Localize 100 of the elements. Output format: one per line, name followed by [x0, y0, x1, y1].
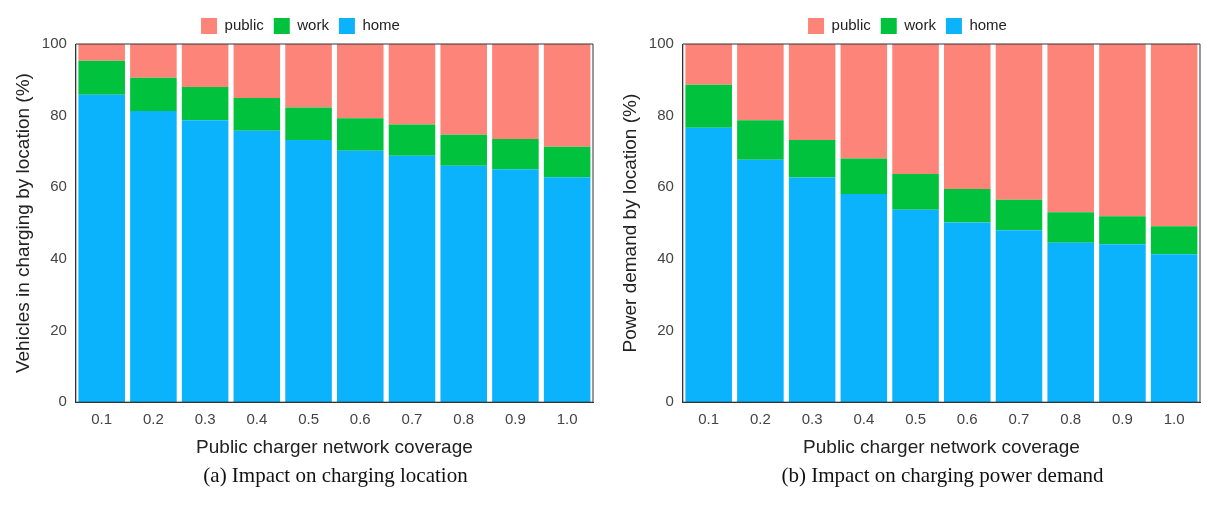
bar	[1047, 242, 1094, 403]
bar	[78, 94, 125, 403]
bar	[181, 86, 229, 121]
bar	[840, 194, 888, 403]
bar	[285, 44, 332, 108]
bar	[788, 140, 836, 178]
bar	[337, 44, 384, 119]
x-tick-label: 0.5	[298, 410, 319, 428]
y-tick-label: 80	[657, 105, 674, 123]
legend-label: public	[831, 16, 872, 34]
bar	[1099, 244, 1146, 403]
text: (b) Impact on charging power demand	[780, 463, 1105, 488]
bar	[1150, 226, 1198, 255]
bar	[233, 44, 281, 99]
x-axis-title: Public charger network coverage	[196, 435, 473, 457]
bar	[78, 60, 125, 95]
bar	[543, 146, 591, 178]
y-tick-label: 80	[50, 105, 67, 123]
bar	[181, 44, 229, 87]
x-tick-label: 0.6	[956, 410, 978, 428]
x-axis-title: Public charger network coverage	[803, 435, 1080, 457]
bar	[737, 159, 784, 403]
y-tick-label: 0	[665, 392, 674, 410]
y-axis-title: Power demand by location (%)	[618, 93, 640, 353]
bar	[440, 44, 487, 135]
bar	[840, 44, 888, 159]
bar	[892, 174, 939, 210]
x-tick-label: 0.8	[1060, 410, 1082, 428]
bar	[944, 44, 991, 190]
y-tick-label: 20	[657, 320, 674, 338]
bar	[1099, 216, 1146, 245]
y-axis-title: Vehicles in charging by location (%)	[11, 73, 33, 374]
bar	[892, 44, 939, 175]
y-tick-label: 100	[41, 34, 67, 52]
bar	[995, 199, 1043, 231]
bar	[788, 177, 836, 403]
y-tick-label: 0	[58, 392, 67, 410]
y-tick-label: 40	[657, 249, 674, 267]
x-tick-label: 0.2	[142, 410, 164, 428]
bar	[285, 107, 332, 140]
x-tick-label: 0.4	[853, 410, 875, 428]
bar	[944, 189, 991, 223]
y-tick-label: 60	[657, 177, 674, 195]
bar	[840, 158, 888, 195]
bar	[995, 230, 1043, 403]
x-tick-label: 0.1	[698, 410, 720, 428]
bar	[492, 169, 539, 403]
bar	[1099, 44, 1146, 217]
x-tick-label: 1.0	[556, 410, 578, 428]
bar	[685, 44, 732, 85]
bar	[543, 44, 591, 147]
x-tick-label: 0.2	[749, 410, 771, 428]
x-tick-label: 0.7	[1008, 410, 1030, 428]
bar	[130, 44, 177, 78]
bar	[1150, 44, 1198, 227]
bar	[78, 44, 125, 61]
bar	[388, 124, 436, 156]
bar	[492, 44, 539, 139]
bar	[685, 84, 732, 128]
x-tick-label: 0.8	[453, 410, 475, 428]
text: (a) Impact on charging location	[202, 463, 469, 488]
y-tick-label: 60	[50, 177, 67, 195]
bar	[1150, 254, 1198, 403]
bar	[944, 222, 991, 403]
bar	[440, 134, 487, 166]
x-tick-label: 0.3	[194, 410, 216, 428]
bar	[130, 110, 177, 403]
x-tick-label: 1.0	[1163, 410, 1185, 428]
bar	[388, 155, 436, 403]
legend-label: home	[362, 16, 400, 34]
y-tick-label: 100	[648, 34, 674, 52]
bar	[130, 77, 177, 111]
bar	[1047, 44, 1094, 213]
y-tick-label: 20	[50, 320, 67, 338]
legend-label: work	[296, 16, 330, 34]
bar	[337, 150, 384, 403]
legend-label: work	[903, 16, 937, 34]
x-tick-label: 0.4	[246, 410, 268, 428]
x-tick-label: 0.3	[801, 410, 823, 428]
bar	[543, 177, 591, 403]
bar	[388, 44, 436, 125]
x-tick-label: 0.1	[91, 410, 113, 428]
x-tick-label: 0.6	[349, 410, 371, 428]
x-tick-label: 0.9	[504, 410, 526, 428]
bar	[233, 98, 281, 131]
bar	[337, 118, 384, 151]
x-tick-label: 0.7	[401, 410, 423, 428]
bar	[285, 140, 332, 403]
bar	[1047, 212, 1094, 243]
legend-label: public	[224, 16, 265, 34]
bar	[685, 127, 732, 403]
bar	[737, 44, 784, 121]
bar	[788, 44, 836, 140]
x-tick-label: 0.5	[905, 410, 926, 428]
bar	[492, 138, 539, 170]
bar	[440, 165, 487, 403]
y-tick-label: 40	[50, 249, 67, 267]
legend-label: home	[969, 16, 1007, 34]
bar	[995, 44, 1043, 200]
x-tick-label: 0.9	[1111, 410, 1133, 428]
